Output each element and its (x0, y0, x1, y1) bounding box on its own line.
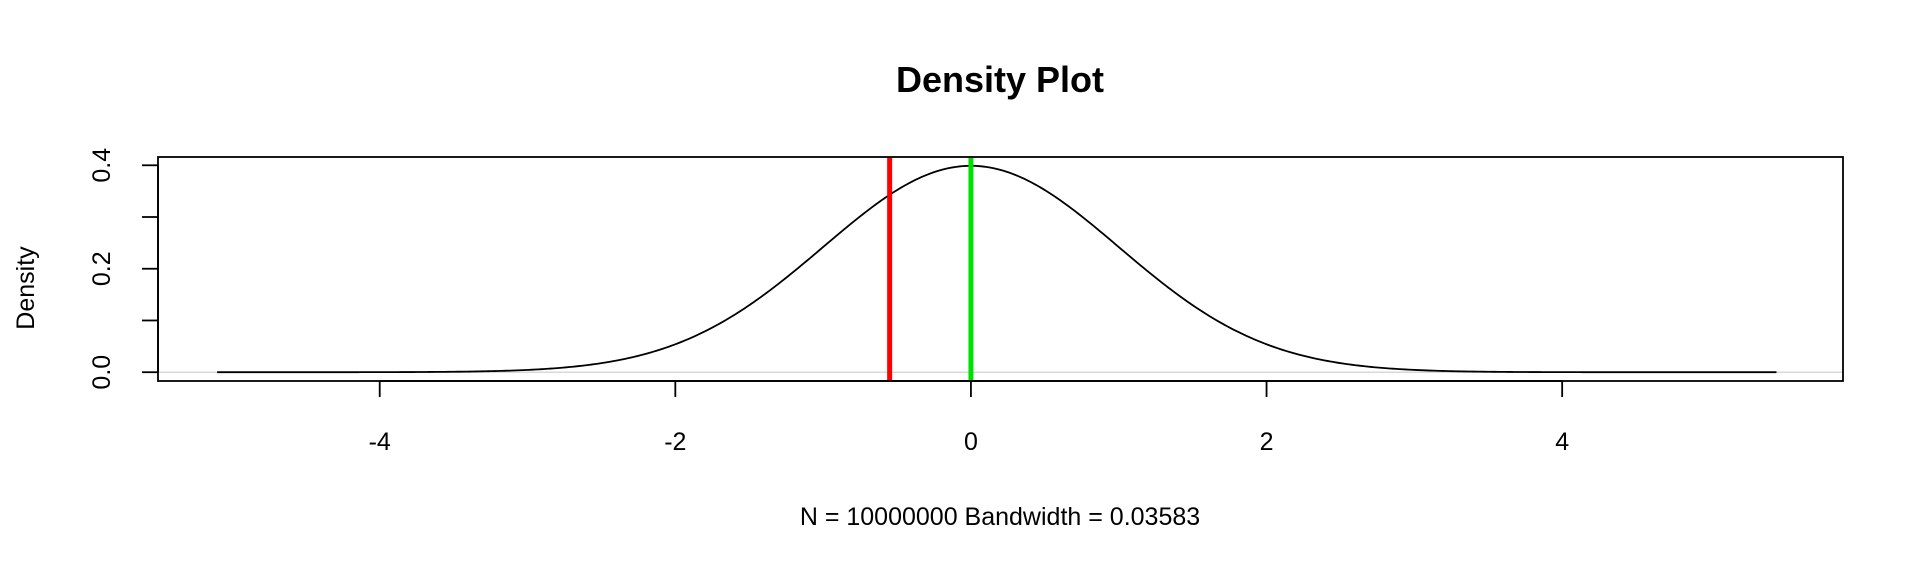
axes: -4 -2 0 2 4 0.0 0.2 0.4 (88, 148, 1844, 456)
y-tick-label-2: 0.2 (88, 251, 116, 286)
chart-title: Density Plot (896, 59, 1104, 100)
x-tick-label-0: -4 (369, 428, 391, 456)
density-curve (217, 164, 1777, 374)
x-axis-label: N = 10000000 Bandwidth = 0.03583 (800, 503, 1200, 531)
x-tick-label-3: 2 (1260, 428, 1274, 456)
y-axis-label: Density (12, 246, 40, 330)
plot-area (158, 157, 1843, 381)
y-tick-label-4: 0.4 (88, 148, 116, 183)
x-tick-label-2: 0 (964, 428, 978, 456)
plot-frame (157, 156, 1844, 382)
x-tick-label-4: 4 (1555, 428, 1569, 456)
x-tick-label-1: -2 (664, 428, 686, 456)
y-tick-label-0: 0.0 (88, 355, 116, 390)
